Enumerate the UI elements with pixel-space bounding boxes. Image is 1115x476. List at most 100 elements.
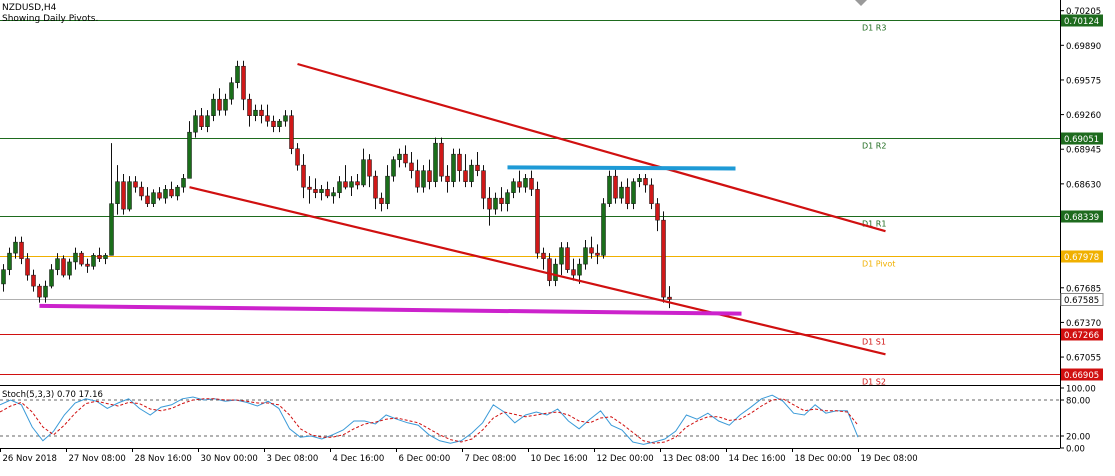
candle-body [559, 247, 564, 265]
pivot-label: D1 S1 [862, 338, 886, 347]
stoch-tick-label: 100.00 [1066, 385, 1096, 395]
trendline [297, 62, 886, 233]
candle-body [109, 203, 114, 256]
candle-body [385, 175, 390, 204]
candle-body [343, 181, 348, 188]
candle-body [337, 181, 342, 193]
candle-body [319, 189, 324, 193]
price-tick-label: 0.68630 [1066, 180, 1101, 190]
candle-body [121, 181, 126, 210]
candle-body [145, 195, 150, 204]
stoch-series-line [0, 394, 859, 445]
pivot-price-badge [1061, 132, 1103, 145]
symbol-timeframe-label: NZDUSD,H4 [2, 3, 57, 13]
candle-body [205, 115, 210, 127]
pivot-price-label: 0.66905 [1064, 371, 1099, 381]
pivot-label: D1 R3 [862, 24, 886, 33]
candle-body [595, 252, 600, 256]
time-tick-label: 30 Nov 00:00 [201, 454, 258, 464]
candle-body [163, 189, 168, 199]
candle-body [511, 181, 516, 193]
candle-body [517, 181, 522, 188]
candle-body [643, 178, 648, 186]
price-tick-label: 0.70205 [1066, 7, 1101, 17]
time-tick-label: 18 Dec 00:00 [795, 454, 852, 464]
candle-body [1, 269, 6, 285]
candle-body [655, 203, 660, 221]
pivot-label: D1 R1 [862, 220, 886, 229]
pivot-price-label: 0.67978 [1064, 253, 1099, 263]
candle-body [445, 175, 450, 182]
candle-body [49, 269, 54, 287]
price-tick-label: 0.67055 [1066, 354, 1101, 364]
candle-body [451, 153, 456, 182]
candle-body [607, 175, 612, 204]
pivot-label: D1 R2 [862, 142, 886, 151]
stoch-series-line [0, 398, 859, 444]
candle-body [535, 189, 540, 254]
stoch-tick-label: 80.00 [1066, 397, 1090, 407]
stoch-tick-label: 20.00 [1066, 433, 1090, 443]
pivot-price-badge [1061, 210, 1103, 223]
candle-body [409, 162, 414, 171]
pivot-label: D1 Pivot [862, 260, 895, 269]
candle-body [169, 189, 174, 197]
price-tick-label: 0.67685 [1066, 284, 1101, 294]
indicator-note-label: Showing Daily Pivots. [2, 14, 99, 24]
candle-body [43, 285, 48, 298]
candle-body [325, 189, 330, 197]
candle-body [499, 197, 504, 204]
trendline [39, 303, 742, 316]
candle-body [349, 181, 354, 188]
candle-body [487, 197, 492, 210]
candle-body [583, 247, 588, 265]
candle-body [667, 296, 672, 300]
pivot-price-badge [1061, 250, 1103, 263]
time-tick-label: 10 Dec 16:00 [531, 454, 588, 464]
candle-body [157, 192, 162, 199]
candle-body [625, 186, 630, 204]
candle-body [577, 263, 582, 276]
candle-body [103, 255, 108, 259]
candle-body [127, 181, 132, 210]
candle-body [523, 178, 528, 188]
candle-body [427, 170, 432, 182]
candle-body [391, 159, 396, 177]
candle-body [217, 98, 222, 111]
time-tick-label: 27 Nov 08:00 [69, 454, 126, 464]
candle-body [55, 258, 60, 270]
shift-marker-icon [855, 0, 867, 6]
candle-body [613, 175, 618, 199]
candle-body [649, 184, 654, 204]
candle-body [547, 258, 552, 281]
pivot-price-badge [1061, 328, 1103, 341]
candle-body [25, 258, 30, 276]
price-tick-label: 0.68945 [1066, 146, 1101, 156]
candle-body [265, 115, 270, 122]
candle-body [37, 285, 42, 298]
time-tick-label: 6 Dec 00:00 [399, 454, 451, 464]
pivot-price-label: 0.70124 [1064, 17, 1099, 27]
candle-body [331, 192, 336, 197]
candle-body [661, 219, 666, 298]
candle-body [85, 263, 90, 267]
candle-body [187, 131, 192, 179]
candle-body [139, 186, 144, 197]
candle-body [457, 153, 462, 171]
candle-body [97, 255, 102, 259]
candle-body [67, 261, 72, 276]
candle-body [307, 186, 312, 190]
candle-body [211, 98, 216, 116]
candle-body [79, 252, 84, 265]
candle-body [529, 178, 534, 190]
time-tick-label: 7 Dec 08:00 [465, 454, 517, 464]
candle-body [439, 142, 444, 177]
candle-body [403, 153, 408, 164]
candle-body [151, 192, 156, 204]
trendline [189, 186, 886, 356]
pivot-price-label: 0.67266 [1064, 331, 1099, 341]
candle-body [259, 109, 264, 116]
candle-body [361, 159, 366, 186]
candle-body [91, 255, 96, 267]
